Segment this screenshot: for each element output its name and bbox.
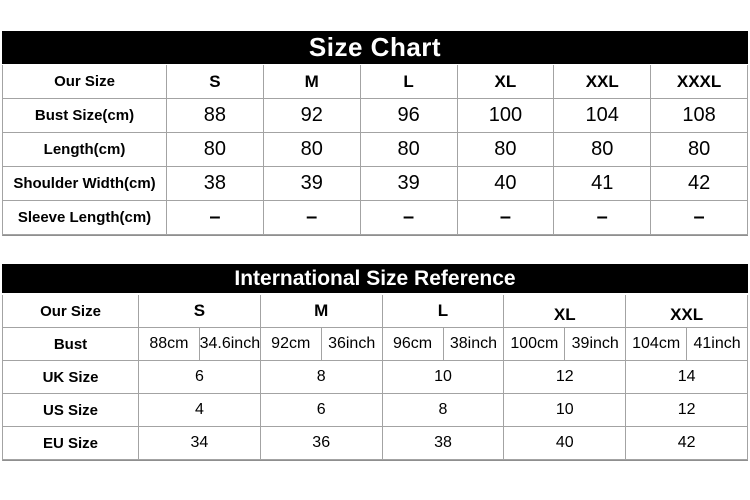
table1-bust-value: 88	[167, 99, 264, 133]
table1-sleeve-value: –	[554, 201, 652, 235]
table1-length-value: 80	[457, 133, 555, 167]
table1-size-header-m: M	[263, 65, 361, 99]
table1-bust-value: 92	[263, 99, 361, 133]
table2-eu-value: 42	[626, 427, 748, 460]
table2-us-value: 12	[626, 394, 748, 427]
table2-row-label-uk: UK Size	[3, 361, 139, 394]
international-reference-table: Our Size S M L XL XXL Bust 88cm 34.6inch…	[2, 295, 748, 461]
table2-size-header-l: L	[382, 295, 505, 328]
table1-sleeve-value: –	[360, 201, 458, 235]
table1-length-value: 80	[651, 133, 748, 167]
size-chart-title: Size Chart	[308, 32, 442, 62]
table2-uk-value: 14	[626, 361, 748, 394]
table1-sleeve-value: –	[457, 201, 555, 235]
size-chart-title-bar: Size Chart	[2, 31, 748, 64]
table1-size-header-l: L	[360, 65, 458, 99]
table1-length-value: 80	[360, 133, 458, 167]
table2-row-label-us: US Size	[3, 394, 139, 427]
table1-bust-value: 104	[554, 99, 652, 133]
table2-uk-value: 12	[504, 361, 627, 394]
table1-shoulder-value: 42	[651, 167, 748, 201]
table2-corner-label: Our Size	[3, 295, 139, 328]
table1-size-header-xxl: XXL	[554, 65, 652, 99]
table1-shoulder-value: 40	[457, 167, 555, 201]
table1-shoulder-value: 38	[167, 167, 264, 201]
table2-size-header-xxl: XXL	[626, 295, 748, 328]
table2-uk-value: 6	[139, 361, 261, 394]
table2-size-header-s: S	[139, 295, 261, 328]
international-reference-title-bar: International Size Reference	[2, 264, 748, 293]
table1-sleeve-value: –	[167, 201, 264, 235]
table2-bust-inch: 41inch	[687, 328, 748, 361]
table2-us-value: 10	[504, 394, 627, 427]
size-chart-table: Our Size S M L XL XXL XXXL Bust Size(cm)…	[2, 65, 748, 236]
table2-bust-cm: 96cm	[382, 328, 444, 361]
table1-shoulder-value: 39	[263, 167, 361, 201]
table1-length-value: 80	[554, 133, 652, 167]
table1-size-header-xxxl: XXXL	[651, 65, 748, 99]
table2-bust-inch: 34.6inch	[199, 328, 261, 361]
table2-us-value: 6	[260, 394, 383, 427]
table2-size-header-xl: XL	[504, 295, 627, 328]
table1-row-label-bust: Bust Size(cm)	[3, 99, 167, 133]
table1-bust-value: 108	[651, 99, 748, 133]
table2-us-value: 8	[382, 394, 505, 427]
table2-eu-value: 38	[382, 427, 505, 460]
table2-bust-cm: 88cm	[139, 328, 200, 361]
table1-size-header-xl: XL	[457, 65, 555, 99]
table2-uk-value: 8	[260, 361, 383, 394]
table2-size-header-m: M	[260, 295, 383, 328]
table2-bust-cm: 104cm	[626, 328, 688, 361]
table1-sleeve-value: –	[263, 201, 361, 235]
table1-corner-label: Our Size	[3, 65, 167, 99]
table2-bust-cm: 92cm	[260, 328, 322, 361]
table1-row-label-sleeve: Sleeve Length(cm)	[3, 201, 167, 235]
table2-bust-inch: 36inch	[321, 328, 383, 361]
table1-length-value: 80	[263, 133, 361, 167]
table2-row-label-bust: Bust	[3, 328, 139, 361]
table2-eu-value: 36	[260, 427, 383, 460]
table2-row-label-eu: EU Size	[3, 427, 139, 460]
international-reference-title: International Size Reference	[234, 266, 516, 290]
table1-row-label-length: Length(cm)	[3, 133, 167, 167]
table2-us-value: 4	[139, 394, 261, 427]
table2-eu-value: 40	[504, 427, 627, 460]
table2-eu-value: 34	[139, 427, 261, 460]
table1-sleeve-value: –	[651, 201, 748, 235]
table1-bust-value: 100	[457, 99, 555, 133]
table1-shoulder-value: 41	[554, 167, 652, 201]
table2-uk-value: 10	[382, 361, 505, 394]
table2-bust-inch: 38inch	[443, 328, 505, 361]
table1-length-value: 80	[167, 133, 264, 167]
table1-row-label-shoulder: Shoulder Width(cm)	[3, 167, 167, 201]
table1-size-header-s: S	[167, 65, 264, 99]
table2-bust-inch: 39inch	[565, 328, 627, 361]
table2-bust-cm: 100cm	[504, 328, 566, 361]
table1-shoulder-value: 39	[360, 167, 458, 201]
table1-bust-value: 96	[360, 99, 458, 133]
